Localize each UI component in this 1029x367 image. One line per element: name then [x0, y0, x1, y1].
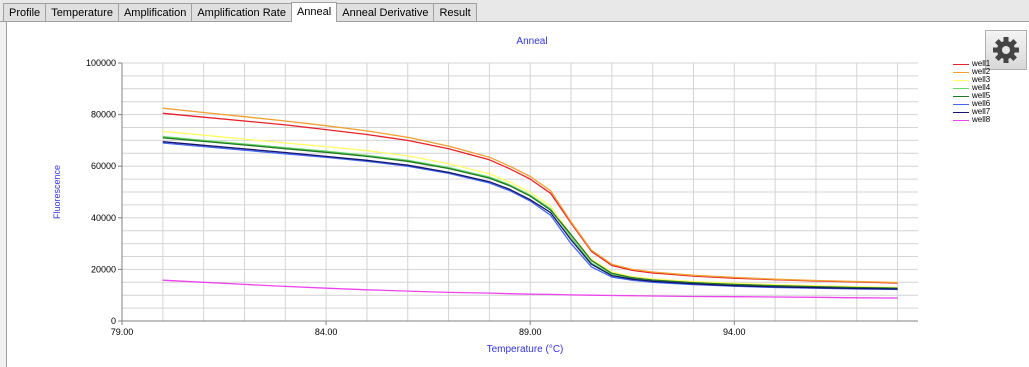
y-tick-label: 60000 — [91, 161, 116, 171]
anneal-panel: 0 20000 40000 60000 80000 100000 79.00 84.00 89.… — [6, 22, 1029, 367]
gear-icon — [993, 37, 1019, 63]
legend-swatch — [953, 120, 969, 121]
anneal-chart: 0 20000 40000 60000 80000 100000 79.00 84.00 89.… — [52, 36, 918, 355]
tab-result[interactable]: Result — [433, 3, 477, 21]
x-tick-label: 79.00 — [111, 327, 134, 337]
tab-anneal[interactable]: Anneal — [290, 2, 338, 22]
tab-bar: Profile Temperature Amplification Amplifica… — [0, 0, 1029, 22]
chart-title: Anneal — [516, 36, 547, 47]
legend-item: well2 — [953, 68, 1023, 76]
series-line-well5 — [162, 137, 898, 289]
series-line-well1 — [162, 112, 898, 284]
y-tick-label: 80000 — [91, 110, 116, 120]
legend-label: well3 — [972, 75, 991, 84]
y-tick-label: 100000 — [86, 58, 116, 68]
legend-label: well8 — [972, 115, 991, 124]
legend-swatch — [953, 72, 969, 73]
tab-amplification[interactable]: Amplification — [117, 3, 193, 21]
legend-item: well7 — [953, 108, 1023, 116]
y-tick-label: 20000 — [91, 264, 116, 274]
x-tick-label: 84.00 — [315, 327, 338, 337]
legend-swatch — [953, 88, 969, 89]
legend-swatch — [953, 96, 969, 97]
y-tick-label: 40000 — [91, 213, 116, 223]
legend-item: well5 — [953, 92, 1023, 100]
y-tick-label: 0 — [111, 316, 116, 326]
series-line-well8 — [162, 279, 898, 299]
legend-swatch — [953, 112, 969, 113]
legend-item: well3 — [953, 76, 1023, 84]
legend-swatch — [953, 80, 969, 81]
legend-item: well6 — [953, 100, 1023, 108]
settings-button[interactable] — [985, 30, 1027, 70]
series-line-well7 — [162, 141, 898, 290]
legend-label: well4 — [972, 83, 991, 92]
legend-label: well7 — [972, 107, 991, 116]
legend-label: well2 — [972, 67, 991, 76]
legend-swatch — [953, 64, 969, 65]
legend-label: well6 — [972, 99, 991, 108]
x-axis-label: Temperature (°C) — [487, 344, 564, 355]
legend-label: well1 — [972, 59, 991, 68]
x-tick-label: 89.00 — [519, 327, 542, 337]
legend-item: well8 — [953, 116, 1023, 124]
tab-amplification-rate[interactable]: Amplification Rate — [191, 3, 292, 21]
legend-label: well5 — [972, 91, 991, 100]
tab-anneal-derivative[interactable]: Anneal Derivative — [336, 3, 435, 21]
tab-profile[interactable]: Profile — [3, 3, 47, 21]
series-line-well2 — [162, 107, 898, 284]
legend-item: well1 — [953, 60, 1023, 68]
series-line-well3 — [162, 130, 898, 289]
legend-item: well4 — [953, 84, 1023, 92]
tab-temperature[interactable]: Temperature — [45, 3, 119, 21]
chart-legend: well1 well2 well3 well4 well5 well6 well7 well8 — [953, 60, 1023, 124]
x-tick-label: 94.00 — [723, 327, 746, 337]
y-axis-label: Fluorescence — [52, 165, 62, 219]
legend-swatch — [953, 104, 969, 105]
